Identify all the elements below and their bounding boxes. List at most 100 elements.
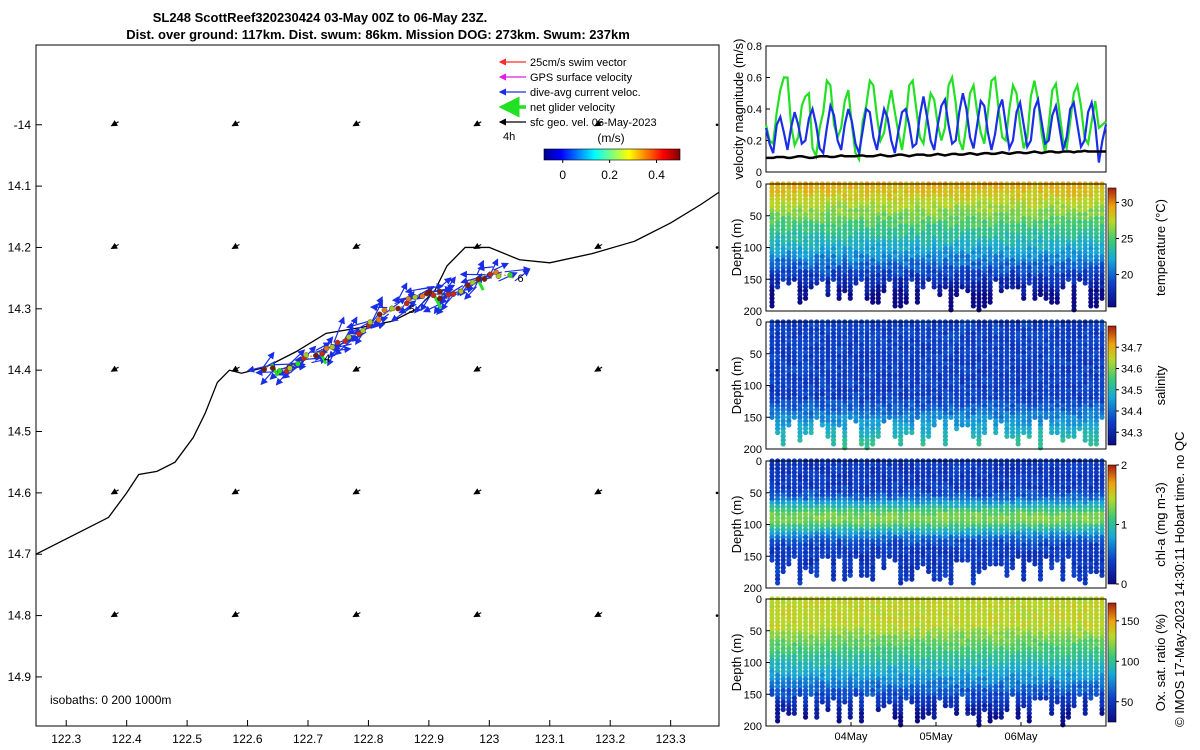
- map-panel: 122.3 122.4 122.5 122.6 122.7 122.8 122.9 123 12…: [8, 44, 720, 746]
- velocity-ytick-label: 0.6: [747, 73, 762, 85]
- profile-panel: 0 50 100 150 200 Depth (m) 50 100 150 Ox. sat. ra…: [729, 594, 1168, 743]
- map-ticks: 122.3 122.4 122.5 122.6 122.7 122.8 122.9 123 12…: [8, 118, 686, 746]
- map-xtick-label: 122.7: [293, 732, 323, 746]
- sfc-vector: [110, 242, 119, 250]
- track-marker: [495, 273, 502, 280]
- sfc-vector: [473, 365, 482, 372]
- velocity-lines: [764, 73, 1108, 163]
- map-xtick-label: 122.4: [112, 732, 142, 746]
- current-vector: [398, 282, 408, 299]
- current-vector: [294, 356, 323, 364]
- map-colorbar-ticks: 0 0.2 0.4: [559, 160, 665, 182]
- sfc-vector: [473, 488, 482, 495]
- map-ytick-label: -14: [14, 118, 32, 132]
- sfc-vectors: [110, 120, 719, 618]
- sfc-vector: [110, 365, 119, 372]
- track-marker: [412, 294, 418, 300]
- current-vector: [477, 264, 494, 272]
- sfc-vector: [352, 120, 361, 127]
- track-markers: [261, 269, 514, 375]
- current-vector: [334, 339, 353, 356]
- profile-ytick-label: 50: [750, 211, 762, 223]
- track-marker: [426, 289, 433, 295]
- map-xtick-label: 122.5: [172, 732, 202, 746]
- sfc-vector: [231, 488, 240, 495]
- scale-label: 4h: [503, 131, 515, 143]
- current-vector: [333, 316, 345, 343]
- map-xtick-label: 123.3: [656, 732, 686, 746]
- profile-cbar-tick-label: 50: [1121, 697, 1133, 709]
- current-vector: [390, 305, 414, 322]
- colorbar-tick-label: 0.2: [601, 168, 618, 182]
- legend-gps: GPS surface velocity: [530, 72, 633, 84]
- profile-cbar-label: Ox. sat. ratio (%): [1153, 614, 1168, 712]
- track-marker: [360, 327, 366, 334]
- sfc-vector: [231, 120, 240, 127]
- profile-ylabel: Depth (m): [729, 634, 744, 692]
- profile-ytick-label: 0: [756, 594, 762, 606]
- profile-cbar-tick-label: 34.5: [1121, 385, 1142, 397]
- map-frame: [35, 44, 720, 727]
- track-marker: [294, 361, 301, 367]
- profile-ytick-label: 200: [744, 583, 762, 595]
- legend-sfc: sfc geo. vel. 06-May-2023: [530, 117, 657, 129]
- profile-panel: 0 50 100 150 200 Depth (m) 20 25 30 temperature (…: [729, 179, 1168, 318]
- track-marker: [346, 334, 352, 340]
- profile-ylabel: Depth (m): [729, 357, 744, 415]
- map-xtick-label: 123.2: [595, 732, 625, 746]
- track-marker: [465, 282, 471, 288]
- map-ytick-label: 14.4: [8, 363, 32, 377]
- track-marker: [487, 271, 494, 278]
- map-xtick-label: 123.1: [535, 732, 565, 746]
- coastline: [35, 191, 720, 555]
- sfc-vector: [715, 246, 719, 249]
- sfc-vector: [715, 491, 719, 495]
- track-labels: 4 5 6: [324, 273, 524, 365]
- map-ytick-label: 14.6: [8, 486, 32, 500]
- profile-cbar-tick-label: 34.6: [1121, 364, 1142, 376]
- map-xtick-label: 122.6: [233, 732, 263, 746]
- copyright: © IMOS 17-May-2023 14:30:11 Hobart time.…: [1172, 432, 1187, 727]
- current-vector: [398, 303, 417, 314]
- track-marker: [269, 365, 276, 371]
- profile-cbar-tick-label: 34.7: [1121, 342, 1142, 354]
- profile-ytick-label: 200: [744, 306, 762, 318]
- track-marker: [389, 305, 395, 312]
- profile-xtick-label: 04May: [834, 731, 868, 743]
- track-marker: [450, 291, 457, 297]
- map-ytick-label: 14.1: [8, 179, 32, 193]
- isobaths-label: isobaths: 0 200 1000m: [50, 693, 171, 707]
- net-velocity: [433, 295, 443, 310]
- profile-ytick-label: 100: [744, 658, 762, 670]
- sfc-vector: [352, 488, 361, 495]
- sfc-vector: [110, 488, 119, 495]
- profile-panel: 0 50 100 150 200 Depth (m) 34.3 34.4 34.5 34.6 34.…: [729, 317, 1168, 456]
- profile-ytick-label: 150: [744, 274, 762, 286]
- profile-ytick-label: 0: [756, 317, 762, 329]
- velocity-ytick-label: 0.2: [747, 136, 762, 148]
- profile-ylabel: Depth (m): [729, 496, 744, 554]
- profile-colorbar: [1107, 187, 1117, 308]
- sfc-vector: [715, 368, 719, 372]
- profile-cbar-tick-label: 25: [1121, 233, 1133, 245]
- track-marker: [507, 272, 514, 278]
- profile-ytick-label: 50: [750, 488, 762, 500]
- profile-cbar-label: salinity: [1153, 365, 1168, 405]
- track-marker: [445, 291, 452, 298]
- track-marker: [381, 307, 388, 314]
- track-marker: [323, 345, 330, 352]
- legend-current: dive-avg current veloc.: [530, 87, 641, 99]
- track-label: 4: [324, 353, 330, 365]
- profile-casts: [769, 458, 1105, 586]
- profile-cbar-tick-label: 2: [1121, 460, 1127, 472]
- profile-cbar-label: chl-a (mg m-3): [1153, 482, 1168, 567]
- profile-cbar-label: temperature (°C): [1153, 199, 1168, 296]
- title-line1: SL248 ScottReef320230424 03-May 00Z to 0…: [153, 10, 488, 25]
- track-marker: [367, 319, 373, 325]
- current-vector: [420, 294, 432, 312]
- map-legend: 25cm/s swim vector GPS surface velocity …: [498, 57, 681, 182]
- velocity-series-net: [764, 73, 1107, 163]
- current-vector: [514, 269, 531, 282]
- profile-colorbar: [1107, 325, 1117, 446]
